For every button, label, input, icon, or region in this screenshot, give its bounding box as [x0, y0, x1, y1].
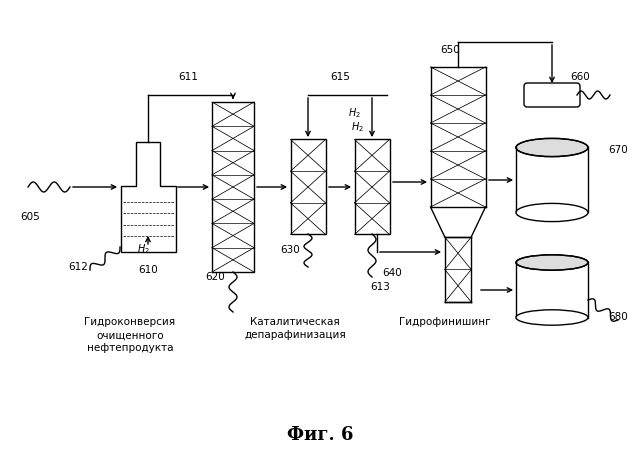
Text: $H_2$: $H_2$ — [136, 242, 149, 256]
Text: 605: 605 — [20, 212, 40, 222]
Text: Фиг. 6: Фиг. 6 — [287, 426, 353, 444]
Ellipse shape — [516, 310, 588, 325]
Bar — [212, 102, 254, 272]
Ellipse shape — [516, 139, 588, 157]
Text: 620: 620 — [205, 272, 225, 282]
Ellipse shape — [516, 203, 588, 222]
Text: 650: 650 — [440, 45, 460, 55]
Ellipse shape — [516, 255, 588, 270]
Text: 670: 670 — [608, 145, 628, 155]
Text: 611: 611 — [178, 72, 198, 82]
Text: 680: 680 — [608, 312, 628, 322]
Text: $H_2$: $H_2$ — [348, 106, 360, 120]
Text: Гидроконверсия
очищенного
нефтепродукта: Гидроконверсия очищенного нефтепродукта — [84, 317, 175, 353]
Text: 610: 610 — [138, 265, 158, 275]
FancyBboxPatch shape — [524, 83, 580, 107]
Text: 612: 612 — [68, 262, 88, 272]
Text: 630: 630 — [280, 245, 300, 255]
Bar — [355, 140, 390, 234]
Text: 660: 660 — [570, 72, 590, 82]
Text: 613: 613 — [370, 282, 390, 292]
Text: 615: 615 — [330, 72, 350, 82]
Bar — [291, 140, 326, 234]
Text: Каталитическая
депарафинизация: Каталитическая депарафинизация — [244, 317, 346, 340]
Text: $H_2$: $H_2$ — [351, 120, 364, 134]
Text: 640: 640 — [382, 268, 402, 278]
Text: Гидрофинишинг: Гидрофинишинг — [399, 317, 491, 327]
